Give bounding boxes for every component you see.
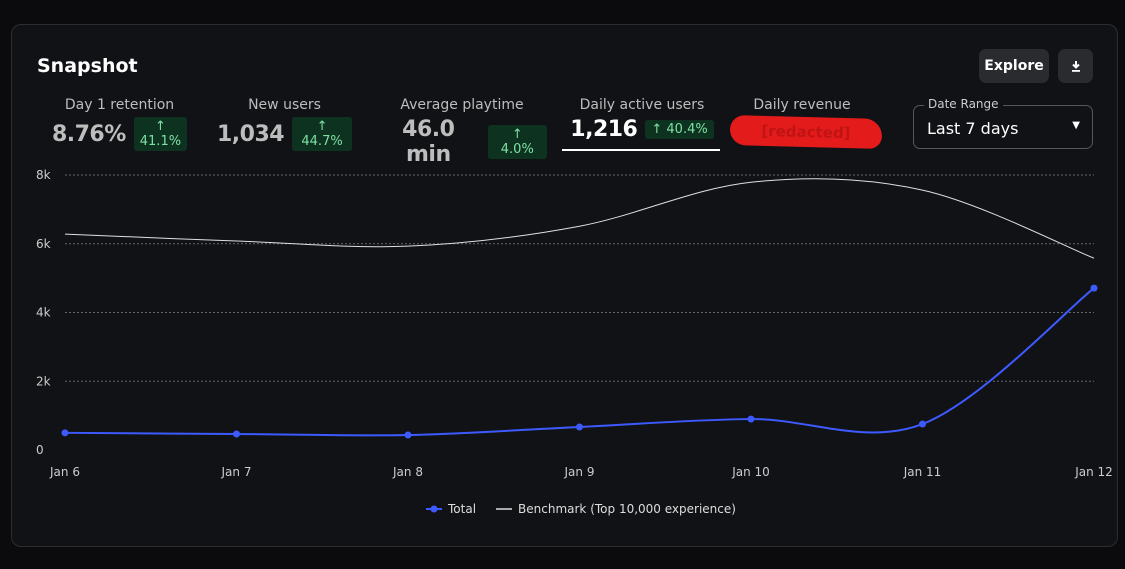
chart-legend: Total Benchmark (Top 10,000 experience) bbox=[426, 502, 736, 516]
date-range-value: Last 7 days bbox=[927, 119, 1019, 138]
total-data-point bbox=[1090, 284, 1098, 292]
legend-label: Total bbox=[448, 502, 477, 516]
metric-label: Daily active users bbox=[579, 97, 705, 113]
total-data-point bbox=[61, 429, 69, 437]
download-icon bbox=[1071, 61, 1080, 72]
x-tick-label: Jan 7 bbox=[221, 465, 252, 479]
total-data-point bbox=[233, 430, 240, 438]
legend-item-benchmark[interactable]: Benchmark (Top 10,000 experience) bbox=[496, 502, 736, 516]
metric-label: Average playtime bbox=[400, 97, 524, 113]
caret-down-icon: ▼ bbox=[1072, 120, 1080, 131]
change-badge: ↑ 44.7% bbox=[292, 117, 352, 151]
download-button[interactable] bbox=[1058, 49, 1093, 83]
x-tick-label: Jan 10 bbox=[731, 465, 770, 479]
total-data-point bbox=[404, 431, 412, 439]
date-range-label: Date Range bbox=[924, 97, 1003, 111]
metric-average-playtime[interactable]: Average playtime 46.0 min ↑ 4.0% bbox=[377, 97, 547, 167]
y-tick-label: 0 bbox=[36, 443, 44, 457]
y-tick-label: 6k bbox=[36, 237, 51, 251]
card-title: Snapshot bbox=[37, 55, 138, 77]
metric-daily-active-users[interactable]: Daily active users 1,216 ↑ 40.4% bbox=[567, 97, 717, 142]
line-chart: 0 2k 4k 6k 8k Jan 6 Jan 7 Jan 8 Jan 9 Jan 10 Jan 1… bbox=[36, 168, 1113, 479]
legend-item-total[interactable]: Total bbox=[426, 502, 476, 516]
metric-label: New users bbox=[248, 97, 321, 113]
metric-value: 46.0 min bbox=[402, 117, 455, 167]
snapshot-card: Snapshot Explore Day 1 retention 8.76% ↑ … bbox=[11, 24, 1118, 547]
y-tick-label: 2k bbox=[36, 374, 51, 388]
legend-swatch-benchmark bbox=[496, 508, 513, 510]
explore-button[interactable]: Explore bbox=[979, 49, 1049, 83]
metric-day1-retention[interactable]: Day 1 retention 8.76% ↑ 41.1% bbox=[51, 97, 188, 151]
metric-daily-revenue[interactable]: Daily revenue bbox=[732, 97, 872, 113]
total-data-point bbox=[576, 423, 583, 431]
y-tick-label: 8k bbox=[36, 168, 51, 182]
metric-new-users[interactable]: New users 1,034 ↑ 44.7% bbox=[217, 97, 352, 151]
date-range-select[interactable]: Date Range Last 7 days ▼ bbox=[913, 97, 1093, 149]
x-tick-label: Jan 12 bbox=[1074, 465, 1113, 479]
change-badge: ↑ 41.1% bbox=[133, 117, 188, 151]
legend-label: Benchmark (Top 10,000 experience) bbox=[518, 502, 736, 516]
change-badge: ↑ 40.4% bbox=[645, 120, 714, 139]
metric-value: 8.76% bbox=[51, 121, 126, 147]
selected-metric-indicator bbox=[562, 149, 720, 151]
metric-label: Daily revenue bbox=[753, 97, 851, 113]
x-tick-label: Jan 11 bbox=[903, 465, 942, 479]
change-badge: ↑ 4.0% bbox=[487, 125, 547, 159]
total-data-point bbox=[919, 420, 926, 428]
metric-label: Day 1 retention bbox=[64, 97, 175, 113]
legend-swatch-total bbox=[426, 505, 442, 513]
metric-value: 1,034 bbox=[217, 121, 285, 147]
total-line bbox=[64, 287, 1095, 437]
y-tick-label: 4k bbox=[36, 306, 51, 320]
x-tick-label: Jan 8 bbox=[392, 465, 423, 479]
x-tick-label: Jan 9 bbox=[564, 465, 595, 479]
metric-value: 1,216 bbox=[570, 117, 638, 142]
total-data-point bbox=[747, 415, 755, 423]
x-tick-label: Jan 6 bbox=[49, 465, 80, 479]
benchmark-line bbox=[64, 178, 1095, 259]
